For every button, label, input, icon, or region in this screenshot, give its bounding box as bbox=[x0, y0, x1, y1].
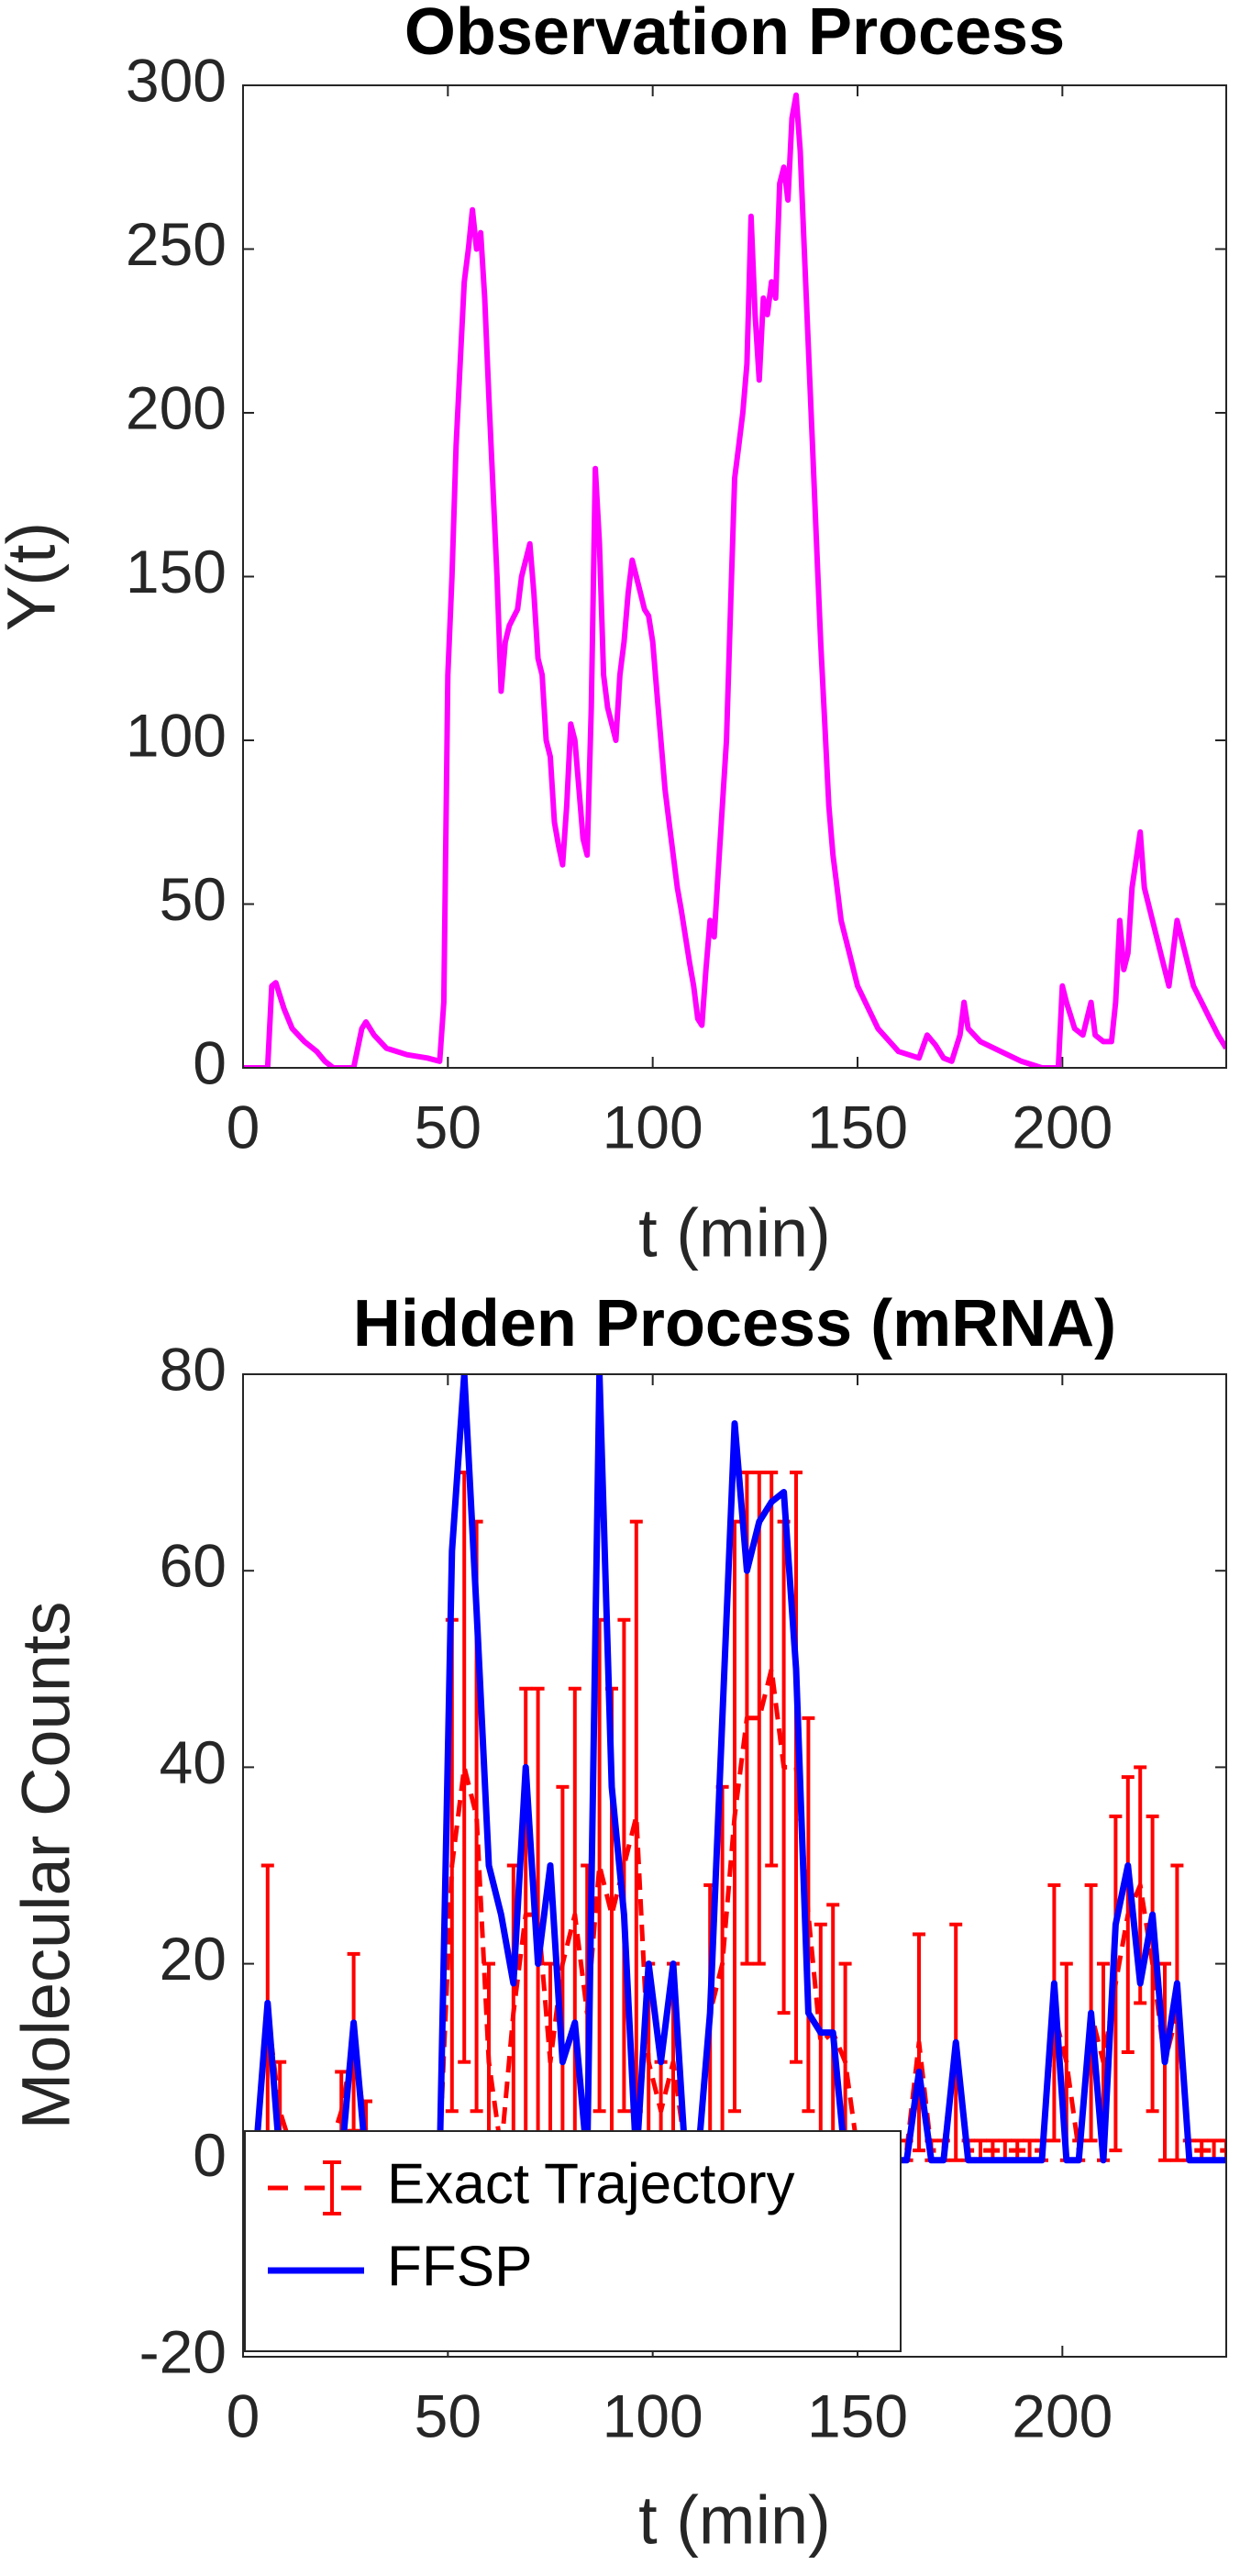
legend-label: FFSP bbox=[387, 2235, 532, 2298]
x-tick-label: 0 bbox=[227, 2382, 260, 2449]
y-tick-label: 100 bbox=[126, 701, 227, 769]
data-line bbox=[243, 92, 1226, 1068]
data-line bbox=[243, 1666, 1226, 2162]
axes-box bbox=[242, 1373, 1227, 2358]
y-tick-label: 50 bbox=[160, 865, 227, 933]
error-bar bbox=[765, 1471, 779, 1868]
y-tick-label: 250 bbox=[126, 210, 227, 278]
chart-title: Hidden Process (mRNA) bbox=[353, 1287, 1116, 1360]
y-tick-label: 0 bbox=[193, 2121, 227, 2189]
legend: Exact Trajectory FFSP bbox=[244, 2130, 902, 2352]
x-tick-label: 50 bbox=[415, 1093, 482, 1160]
plot-area bbox=[243, 92, 1226, 1068]
y-tick-label: 200 bbox=[126, 373, 227, 441]
x-tick-label: 100 bbox=[603, 2382, 703, 2449]
y-tick-label: 300 bbox=[126, 46, 227, 114]
y-axis-label: Y(t) bbox=[0, 522, 70, 631]
x-tick-label: 200 bbox=[1012, 2382, 1113, 2449]
y-tick-label: 150 bbox=[126, 538, 227, 605]
x-axis-label: t (min) bbox=[638, 2482, 831, 2559]
y-tick-label: 0 bbox=[193, 1028, 227, 1096]
x-tick-label: 50 bbox=[415, 2382, 482, 2449]
chart-title: Observation Process bbox=[404, 0, 1065, 69]
error-bar bbox=[814, 1922, 827, 2162]
x-tick-label: 0 bbox=[227, 1093, 260, 1160]
x-tick-label: 200 bbox=[1012, 1093, 1113, 1160]
error-bar bbox=[802, 1715, 815, 2114]
y-tick-label: 60 bbox=[160, 1532, 227, 1600]
x-tick-label: 150 bbox=[807, 2382, 908, 2449]
error-bar bbox=[790, 1471, 803, 2064]
y-tick-label: 80 bbox=[160, 1335, 227, 1403]
legend-label: Exact Trajectory bbox=[387, 2152, 794, 2215]
legend-box bbox=[244, 2130, 902, 2352]
y-tick-label: 40 bbox=[160, 1728, 227, 1796]
error-bar bbox=[458, 1471, 471, 2064]
error-bar bbox=[752, 1471, 766, 1966]
x-axis-label: t (min) bbox=[638, 1195, 831, 1271]
x-tick-label: 100 bbox=[603, 1093, 703, 1160]
x-tick-label: 150 bbox=[807, 1093, 908, 1160]
y-tick-label: -20 bbox=[139, 2317, 227, 2385]
error-bar bbox=[617, 1617, 631, 2114]
axes-box bbox=[242, 84, 1227, 1069]
panel: 0 50 100 150 200 250 300 0 50 100 150 200 Observatio… bbox=[0, 0, 1227, 1271]
y-tick-label: 20 bbox=[160, 1925, 227, 1993]
y-axis-label: Molecular Counts bbox=[8, 1602, 84, 2130]
plot-area bbox=[243, 1374, 1226, 2172]
